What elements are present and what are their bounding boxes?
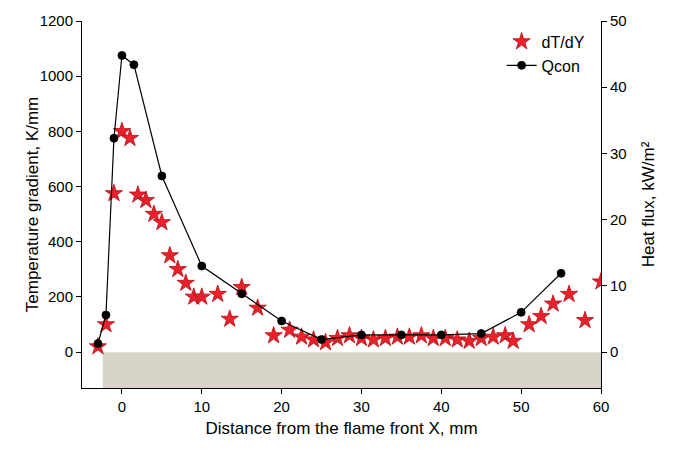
svg-text:dT/dY: dT/dY — [542, 34, 585, 51]
svg-text:0: 0 — [610, 343, 618, 360]
svg-text:0: 0 — [65, 343, 73, 360]
svg-text:20: 20 — [610, 211, 627, 228]
svg-text:20: 20 — [273, 398, 290, 415]
svg-text:50: 50 — [513, 398, 530, 415]
svg-text:50: 50 — [610, 12, 627, 29]
svg-text:Qcon: Qcon — [542, 58, 580, 75]
svg-text:400: 400 — [48, 233, 73, 250]
svg-text:1200: 1200 — [40, 12, 73, 29]
svg-text:10: 10 — [610, 277, 627, 294]
svg-text:10: 10 — [193, 398, 210, 415]
svg-text:0: 0 — [118, 398, 126, 415]
svg-text:40: 40 — [433, 398, 450, 415]
svg-text:Temperature gradient, K/mm: Temperature gradient, K/mm — [23, 97, 42, 312]
svg-text:600: 600 — [48, 178, 73, 195]
svg-text:30: 30 — [353, 398, 370, 415]
svg-text:800: 800 — [48, 123, 73, 140]
svg-text:1000: 1000 — [40, 67, 73, 84]
svg-text:Distance from the flame front: Distance from the flame front X, mm — [205, 419, 477, 438]
svg-text:Heat flux, kW/m²: Heat flux, kW/m² — [639, 141, 658, 267]
svg-text:200: 200 — [48, 288, 73, 305]
svg-text:40: 40 — [610, 78, 627, 95]
svg-text:30: 30 — [610, 145, 627, 162]
svg-text:60: 60 — [593, 398, 610, 415]
